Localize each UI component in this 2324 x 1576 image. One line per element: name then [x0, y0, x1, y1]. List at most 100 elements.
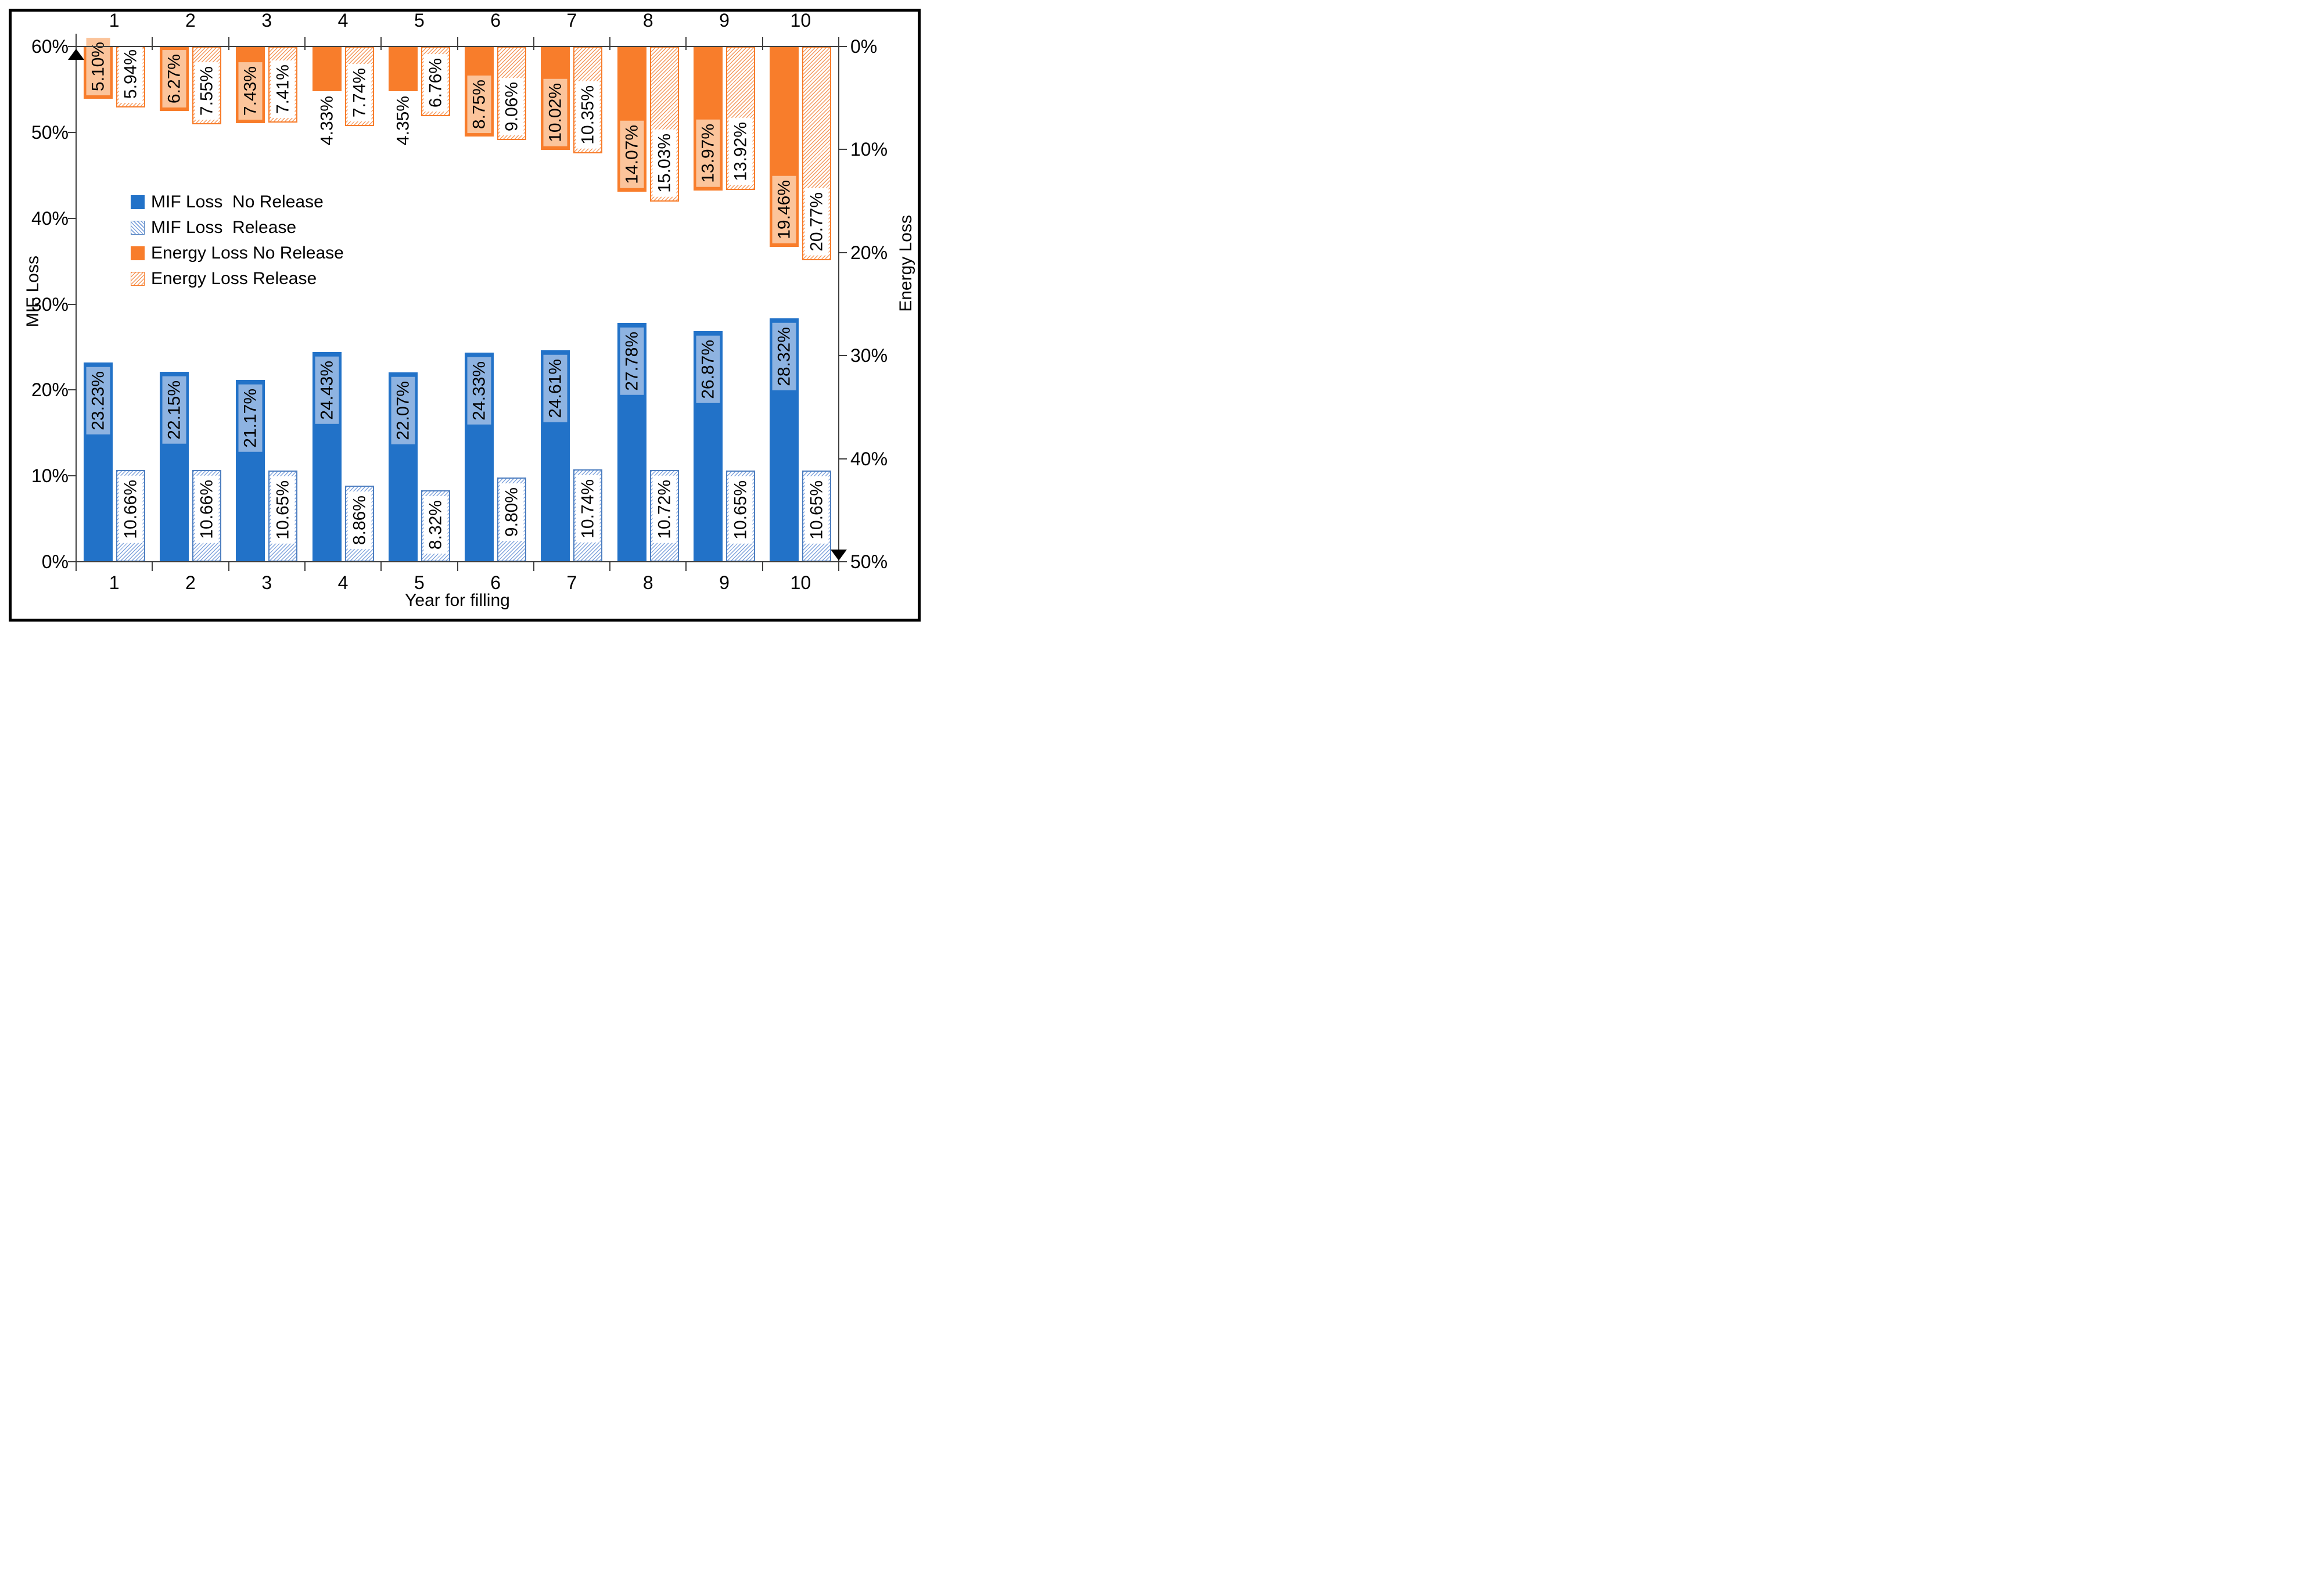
left-axis-tick-0% [68, 561, 76, 562]
bottom-axis-tick-2 [228, 562, 229, 571]
right-axis-tick-40% [839, 458, 847, 459]
data-label-energy-loss-no-release-year-8: 14.07% [620, 121, 644, 188]
bar-energy-loss-no-release-year-9: 13.97% [694, 46, 723, 191]
right-axis-line [838, 46, 839, 569]
data-label-energy-loss-release-year-9: 13.92% [728, 118, 753, 185]
left-axis-tick-label-0%: 0% [41, 551, 69, 572]
right-axis-tick-label-10%: 10% [850, 139, 888, 160]
bar-mif-loss-no-release-year-1: 23.23% [83, 362, 113, 562]
left-axis-tick-label-30%: 30% [31, 293, 69, 315]
data-label-mif-loss-no-release-year-4: 24.43% [315, 357, 339, 424]
data-label-energy-loss-release-year-3: 7.41% [271, 60, 295, 118]
data-label-mif-loss-no-release-year-6: 24.33% [467, 357, 491, 425]
legend-label-energy-loss-no-release: Energy Loss No Release [151, 243, 344, 263]
bar-energy-loss-no-release-year-8: 14.07% [617, 46, 646, 192]
top-axis-tick-3 [304, 37, 306, 50]
legend: MIF Loss No Release MIF Loss Release Energ… [131, 192, 344, 294]
top-axis-tick-0 [76, 37, 77, 50]
bar-energy-loss-release-year-9: 13.92% [726, 46, 756, 190]
data-label-mif-loss-no-release-year-8: 27.78% [620, 328, 644, 395]
bottom-axis-tick-4 [380, 562, 382, 571]
bottom-year-label-9: 9 [719, 572, 730, 593]
legend-label-mif-loss-release: MIF Loss Release [151, 218, 297, 237]
figure-border [9, 9, 921, 622]
bottom-axis-tick-8 [685, 562, 687, 571]
right-axis-tick-label-20%: 20% [850, 242, 888, 263]
bar-energy-loss-release-year-3: 7.41% [268, 46, 298, 123]
data-label-energy-loss-release-year-1: 5.94% [118, 45, 143, 103]
bar-energy-loss-release-year-5: 6.76% [421, 46, 450, 116]
top-axis-tick-4 [380, 37, 382, 50]
legend-item-energy-loss-release: Energy Loss Release [131, 268, 344, 289]
bar-mif-loss-release-year-4: 8.86% [344, 486, 374, 562]
bottom-year-label-2: 2 [185, 572, 196, 593]
data-label-energy-loss-no-release-year-5: 4.35% [393, 96, 413, 146]
top-axis-tick-10 [838, 37, 839, 50]
data-label-mif-loss-release-year-2: 10.66% [195, 476, 219, 543]
bar-mif-loss-release-year-2: 10.66% [192, 470, 221, 562]
data-label-energy-loss-release-year-2: 7.55% [195, 62, 219, 120]
right-axis-tick-0% [839, 46, 847, 47]
bottom-axis-tick-1 [152, 562, 153, 571]
data-label-mif-loss-no-release-year-1: 23.23% [86, 367, 110, 435]
data-label-mif-loss-release-year-8: 10.72% [652, 476, 677, 543]
top-year-label-3: 3 [261, 10, 272, 31]
bar-mif-loss-no-release-year-3: 21.17% [236, 380, 265, 562]
bar-energy-loss-no-release-year-7: 10.02% [541, 46, 570, 150]
data-label-energy-loss-no-release-year-3: 7.43% [238, 62, 263, 120]
bar-energy-loss-no-release-year-2: 6.27% [159, 46, 189, 111]
top-axis-tick-7 [609, 37, 611, 50]
bottom-axis-tick-10 [838, 562, 839, 571]
bar-mif-loss-no-release-year-8: 27.78% [617, 323, 646, 562]
left-axis-tick-label-60%: 60% [31, 36, 69, 57]
bottom-axis-tick-9 [762, 562, 763, 571]
top-axis-tick-1 [152, 37, 153, 50]
bar-energy-loss-no-release-year-10: 19.46% [770, 46, 799, 247]
data-label-energy-loss-no-release-year-4: 4.33% [317, 96, 337, 146]
top-year-label-2: 2 [185, 10, 196, 31]
bar-mif-loss-no-release-year-4: 24.43% [312, 352, 342, 562]
left-axis-tick-40% [68, 217, 76, 219]
bar-energy-loss-release-year-1: 5.94% [116, 45, 145, 107]
legend-label-energy-loss-release: Energy Loss Release [151, 269, 317, 288]
legend-swatch-mif-loss-release [131, 221, 145, 235]
legend-swatch-energy-loss-release [131, 272, 145, 286]
data-label-mif-loss-no-release-year-5: 22.07% [391, 377, 415, 444]
data-label-mif-loss-no-release-year-9: 26.87% [696, 336, 720, 403]
legend-item-mif-loss-no-release: MIF Loss No Release [131, 192, 344, 213]
data-label-energy-loss-release-year-4: 7.74% [347, 63, 372, 121]
top-year-label-5: 5 [414, 10, 425, 31]
bar-mif-loss-no-release-year-9: 26.87% [694, 331, 723, 562]
bottom-year-label-5: 5 [414, 572, 425, 593]
bottom-axis-tick-5 [457, 562, 458, 571]
right-axis-tick-label-0%: 0% [850, 36, 878, 57]
bar-mif-loss-release-year-8: 10.72% [649, 470, 679, 562]
left-axis-tick-50% [68, 131, 76, 133]
data-label-energy-loss-no-release-year-2: 6.27% [162, 49, 186, 107]
bar-energy-loss-release-year-4: 7.74% [344, 46, 374, 126]
bar-energy-loss-release-year-2: 7.55% [192, 46, 221, 124]
bottom-year-label-8: 8 [642, 572, 653, 593]
bar-mif-loss-no-release-year-10: 28.32% [770, 318, 799, 562]
left-axis-tick-label-10%: 10% [31, 465, 69, 487]
data-label-mif-loss-release-year-6: 9.80% [500, 483, 524, 541]
left-axis-tick-30% [68, 303, 76, 305]
data-label-mif-loss-no-release-year-2: 22.15% [162, 376, 186, 444]
left-axis-title: MIF Loss [23, 256, 42, 328]
right-axis-tick-label-30%: 30% [850, 345, 888, 367]
bar-mif-loss-no-release-year-6: 24.33% [465, 353, 494, 562]
bar-mif-loss-release-year-6: 9.80% [497, 478, 527, 562]
data-label-mif-loss-release-year-9: 10.65% [728, 476, 753, 544]
up-arrow-marker [68, 49, 84, 60]
data-label-energy-loss-no-release-year-9: 13.97% [696, 120, 720, 187]
bar-energy-loss-release-year-7: 10.35% [573, 46, 603, 153]
left-axis-tick-label-40%: 40% [31, 207, 69, 229]
legend-label-mif-loss-no-release: MIF Loss No Release [151, 192, 324, 211]
bar-mif-loss-release-year-9: 10.65% [726, 471, 756, 562]
left-axis-tick-10% [68, 475, 76, 477]
data-label-mif-loss-release-year-7: 10.74% [576, 475, 600, 543]
top-year-label-6: 6 [490, 10, 501, 31]
bar-energy-loss-no-release-year-1: 5.10% [83, 37, 113, 99]
right-axis-tick-10% [839, 149, 847, 150]
legend-swatch-energy-loss-no-release [131, 246, 145, 260]
